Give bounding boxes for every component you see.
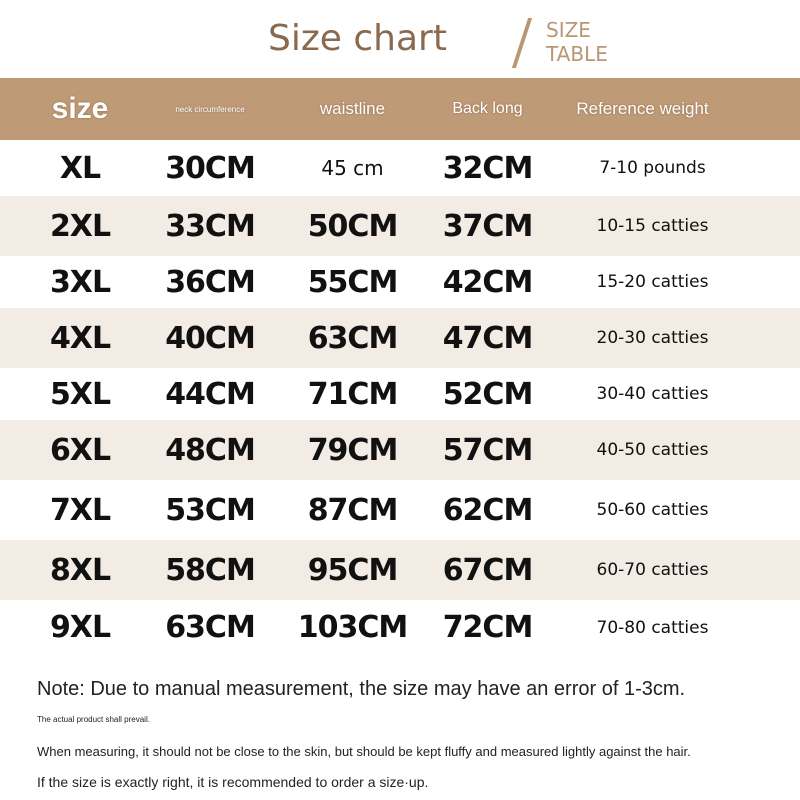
- table-row: 6XL 48CM 79CM 57CM 40-50 catties: [0, 420, 800, 480]
- table-row: 9XL 63CM 103CM 72CM 70-80 catties: [0, 600, 800, 655]
- note-size-up: If the size is exactly right, it is reco…: [37, 774, 429, 790]
- cell-size: 2XL: [49, 208, 111, 244]
- cell-size: 8XL: [49, 552, 111, 588]
- cell-size: 7XL: [49, 492, 111, 528]
- header-back-long: Back long: [452, 100, 523, 117]
- table-row: 4XL 40CM 63CM 47CM 20-30 catties: [0, 308, 800, 368]
- cell-weight: 20-30 catties: [596, 328, 709, 348]
- divider-slash: [511, 18, 533, 68]
- cell-waistline: 45 cm: [321, 156, 384, 180]
- cell-weight: 70-80 catties: [596, 617, 709, 638]
- cell-waistline: 79CM: [307, 432, 399, 468]
- cell-back-long: 47CM: [442, 320, 534, 356]
- cell-back-long: 72CM: [442, 610, 534, 645]
- cell-neck: 48CM: [165, 432, 256, 468]
- cell-back-long: 42CM: [442, 264, 534, 300]
- cell-weight: 60-70 catties: [596, 560, 709, 580]
- table-row: 8XL 58CM 95CM 67CM 60-70 catties: [0, 540, 800, 600]
- cell-weight: 30-40 catties: [596, 384, 709, 404]
- table-row: 2XL 33CM 50CM 37CM 10-15 catties: [0, 196, 800, 256]
- cell-back-long: 67CM: [442, 552, 534, 588]
- cell-back-long: 57CM: [442, 432, 534, 468]
- header-size: size: [51, 92, 109, 125]
- cell-back-long: 32CM: [442, 150, 534, 186]
- note-measuring: When measuring, it should not be close t…: [37, 744, 691, 759]
- cell-waistline: 50CM: [307, 208, 399, 244]
- cell-waistline: 103CM: [297, 610, 409, 645]
- table-row: 7XL 53CM 87CM 62CM 50-60 catties: [0, 480, 800, 540]
- cell-waistline: 55CM: [307, 264, 399, 300]
- cell-weight: 15-20 catties: [596, 272, 709, 292]
- page-title: Size chart: [268, 18, 447, 59]
- cell-waistline: 95CM: [307, 552, 399, 588]
- cell-neck: 58CM: [165, 552, 256, 588]
- cell-neck: 33CM: [165, 208, 256, 244]
- cell-waistline: 87CM: [307, 492, 399, 528]
- cell-neck: 40CM: [165, 320, 256, 356]
- header-neck: neck circumference: [175, 104, 245, 114]
- cell-size: 6XL: [49, 432, 111, 468]
- subtitle: SIZE TABLE: [546, 18, 608, 66]
- cell-weight: 10-15 catties: [596, 216, 709, 236]
- cell-waistline: 71CM: [307, 376, 399, 412]
- cell-neck: 30CM: [165, 150, 256, 186]
- subtitle-line: SIZE: [546, 18, 591, 42]
- cell-weight: 50-60 catties: [596, 500, 709, 520]
- cell-size: XL: [59, 150, 101, 186]
- cell-weight: 40-50 catties: [596, 440, 709, 460]
- cell-size: 9XL: [49, 610, 111, 645]
- note-prevail: The actual product shall prevail.: [37, 715, 150, 724]
- cell-waistline: 63CM: [307, 320, 399, 356]
- cell-size: 4XL: [49, 320, 111, 356]
- table-row: 5XL 44CM 71CM 52CM 30-40 catties: [0, 368, 800, 420]
- cell-neck: 36CM: [165, 264, 256, 300]
- table-header: size neck circumference waistline Back l…: [0, 78, 800, 140]
- cell-neck: 44CM: [165, 376, 256, 412]
- cell-back-long: 62CM: [442, 492, 534, 528]
- note-main: Note: Due to manual measurement, the siz…: [37, 678, 686, 700]
- header-waistline: waistline: [319, 99, 386, 118]
- cell-neck: 63CM: [165, 610, 256, 645]
- cell-size: 3XL: [49, 264, 111, 300]
- cell-weight: 7-10 pounds: [599, 158, 706, 178]
- cell-size: 5XL: [49, 376, 111, 412]
- cell-back-long: 37CM: [442, 208, 534, 244]
- table-row: 3XL 36CM 55CM 42CM 15-20 catties: [0, 256, 800, 308]
- header-weight: Reference weight: [576, 99, 709, 118]
- cell-neck: 53CM: [165, 492, 256, 528]
- table-row: XL 30CM 45 cm 32CM 7-10 pounds: [0, 140, 800, 196]
- subtitle-line: TABLE: [546, 42, 608, 66]
- cell-back-long: 52CM: [442, 376, 534, 412]
